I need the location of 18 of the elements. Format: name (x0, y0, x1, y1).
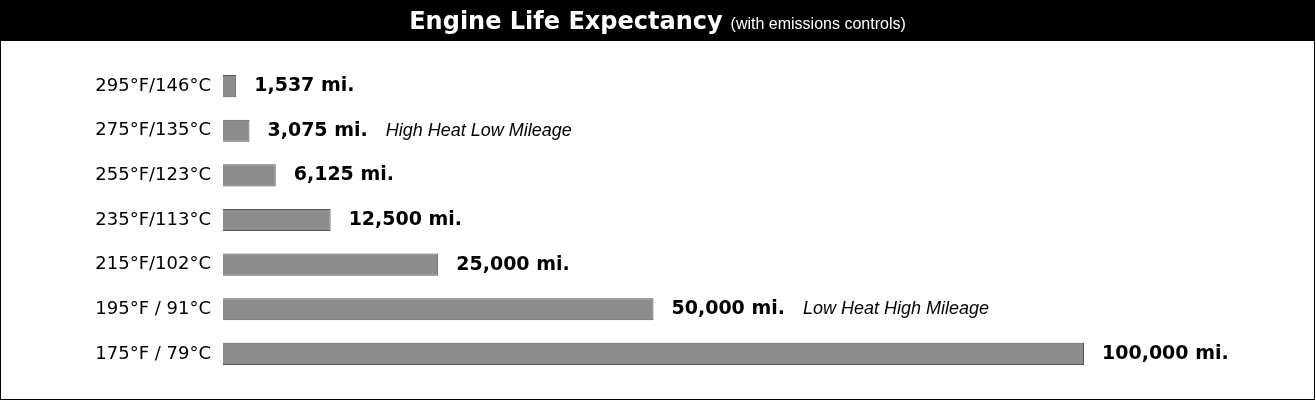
data-label: 3,075 mi. (267, 117, 368, 140)
chart-subtitle: (with emissions controls) (730, 15, 906, 32)
data-label: 25,000 mi. (456, 251, 570, 274)
y-tick-label: 275°F/135°C (95, 118, 211, 140)
y-tick-label: 195°F / 91°C (95, 296, 211, 318)
chart-title: Engine Life Expectancy (409, 7, 723, 35)
y-tick-label: 235°F/113°C (95, 207, 211, 229)
y-tick-label: 215°F/102°C (95, 252, 211, 274)
y-tick-label: 255°F/123°C (95, 163, 211, 185)
data-label: 1,537 mi. (254, 73, 355, 96)
y-tick-label: 175°F / 79°C (95, 341, 211, 363)
data-label: 50,000 mi. (671, 296, 785, 319)
data-label: 100,000 mi. (1102, 340, 1229, 363)
data-label: 6,125 mi. (293, 162, 394, 185)
y-tick-label: 295°F/146°C (95, 73, 211, 95)
annotation: Low Heat High Mileage (802, 298, 990, 319)
annotation: High Heat Low Mileage (385, 119, 572, 140)
data-label: 12,500 mi. (348, 206, 463, 229)
